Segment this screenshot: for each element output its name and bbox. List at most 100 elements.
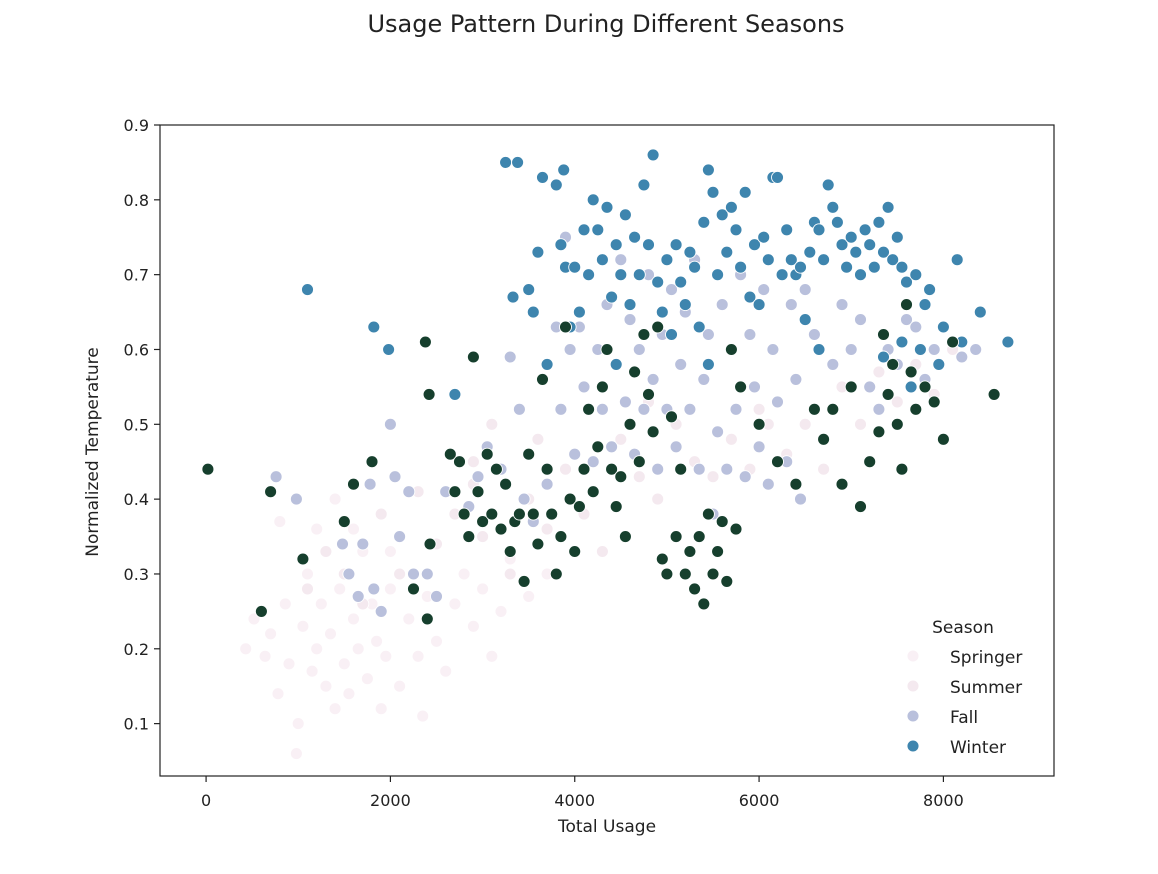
data-point xyxy=(789,372,803,386)
data-point xyxy=(886,357,900,371)
data-point xyxy=(563,492,577,506)
data-point xyxy=(761,477,775,491)
data-point xyxy=(895,462,909,476)
data-point xyxy=(383,582,397,596)
data-point xyxy=(752,298,766,312)
data-point xyxy=(936,320,950,334)
data-point xyxy=(946,335,960,349)
data-point xyxy=(545,507,559,521)
data-point xyxy=(618,208,632,222)
data-point xyxy=(423,537,437,551)
data-point xyxy=(918,298,932,312)
data-point xyxy=(720,462,734,476)
chart-title: Usage Pattern During Different Seasons xyxy=(367,10,844,38)
data-point xyxy=(536,372,549,386)
data-point xyxy=(918,380,932,394)
legend-label: Summer xyxy=(950,678,1022,698)
data-point xyxy=(476,515,490,529)
data-point xyxy=(1001,335,1015,349)
data-point xyxy=(655,552,669,566)
data-point xyxy=(757,283,771,297)
data-point xyxy=(890,230,904,244)
data-point xyxy=(531,432,545,446)
data-point xyxy=(383,545,397,558)
data-point xyxy=(462,530,476,544)
data-point xyxy=(927,343,941,356)
data-point xyxy=(711,268,725,282)
data-point xyxy=(347,477,360,491)
data-point xyxy=(688,260,702,274)
data-point xyxy=(439,664,453,678)
data-point xyxy=(854,500,867,514)
data-point xyxy=(367,320,381,334)
data-point xyxy=(872,402,886,416)
x-tick-label: 4000 xyxy=(554,791,595,810)
data-point xyxy=(443,447,457,461)
data-point xyxy=(485,649,499,663)
data-point xyxy=(582,402,596,416)
data-point xyxy=(826,357,840,371)
data-point xyxy=(347,612,360,626)
data-point xyxy=(422,387,436,401)
data-point xyxy=(674,357,688,371)
data-point xyxy=(840,260,854,274)
data-point xyxy=(692,320,706,334)
data-point xyxy=(637,402,651,416)
data-point xyxy=(734,380,748,394)
data-point xyxy=(336,537,349,551)
data-point xyxy=(430,589,443,603)
data-point xyxy=(614,268,628,282)
y-tick-label: 0.2 xyxy=(124,640,149,659)
data-point xyxy=(895,335,909,349)
data-point xyxy=(296,552,310,566)
data-point xyxy=(531,537,545,551)
data-point xyxy=(393,567,407,581)
data-point xyxy=(328,702,342,716)
data-point xyxy=(628,365,642,379)
data-point xyxy=(614,432,628,446)
data-point xyxy=(582,268,596,282)
data-point xyxy=(738,185,752,199)
data-point xyxy=(310,642,324,656)
data-point xyxy=(499,155,513,169)
data-point xyxy=(517,574,531,588)
data-point xyxy=(665,410,678,424)
data-point xyxy=(817,462,831,476)
data-point xyxy=(752,440,766,454)
data-point xyxy=(748,238,761,252)
data-point xyxy=(632,455,646,469)
data-point xyxy=(476,582,490,596)
data-point xyxy=(471,470,485,484)
data-point xyxy=(540,357,554,371)
data-point xyxy=(591,223,605,237)
data-point xyxy=(301,283,314,297)
data-point xyxy=(382,343,396,356)
data-point xyxy=(342,687,356,701)
data-point xyxy=(923,283,937,297)
data-point xyxy=(526,507,540,521)
y-tick-label: 0.1 xyxy=(124,715,149,734)
data-point xyxy=(646,148,660,162)
data-point xyxy=(605,462,619,476)
data-point xyxy=(738,470,752,484)
data-point xyxy=(701,357,715,371)
data-point xyxy=(393,679,407,693)
data-point xyxy=(595,402,609,416)
data-point xyxy=(282,657,296,671)
data-point xyxy=(623,298,637,312)
data-point xyxy=(347,522,360,536)
data-point xyxy=(854,313,867,327)
x-tick-label: 0 xyxy=(201,791,211,810)
data-point xyxy=(844,230,858,244)
data-point xyxy=(609,357,623,371)
data-point xyxy=(374,702,388,716)
data-point xyxy=(715,208,729,222)
data-point xyxy=(494,522,508,536)
data-point xyxy=(872,425,886,439)
series-0 xyxy=(239,492,554,761)
data-point xyxy=(872,365,886,379)
x-tick-label: 6000 xyxy=(739,791,780,810)
data-point xyxy=(264,485,278,499)
data-point xyxy=(310,522,324,536)
data-point xyxy=(494,604,508,618)
